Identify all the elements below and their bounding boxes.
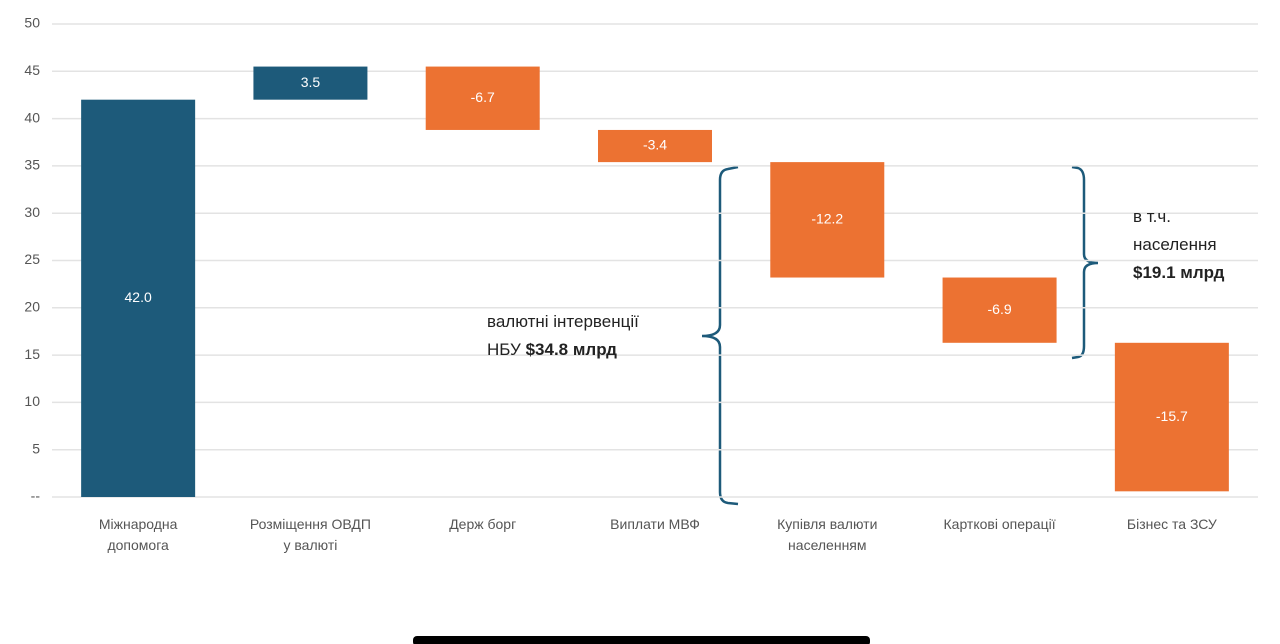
annotation-highlight: $34.8 млрд xyxy=(525,340,617,359)
y-tick-label: 15 xyxy=(24,346,40,362)
annotation-text: населення xyxy=(1133,235,1217,254)
bar xyxy=(81,99,196,498)
bar xyxy=(598,129,712,163)
annotation-highlight: $19.1 млрд xyxy=(1133,263,1225,282)
bar xyxy=(1114,342,1229,492)
bar xyxy=(942,277,1057,343)
y-tick-label: 35 xyxy=(24,157,40,173)
value-label: -12.2 xyxy=(811,211,843,227)
annotation-text: в т.ч. xyxy=(1133,207,1171,226)
value-label: -15.7 xyxy=(1156,408,1188,424)
bracket xyxy=(1071,165,1099,360)
value-label: -3.4 xyxy=(643,137,667,153)
annotation: валютні інтервенції НБУ $34.8 млрд xyxy=(487,308,639,364)
x-tick-label: Виплати МВФ xyxy=(610,516,700,532)
bar xyxy=(253,66,368,100)
y-tick-label: 45 xyxy=(24,62,40,78)
y-tick-label: 50 xyxy=(24,15,40,31)
bar xyxy=(770,162,885,278)
x-tick-label: Купівля валюти населенням xyxy=(777,516,878,553)
y-tick-label: 10 xyxy=(24,393,40,409)
y-tick-label: 5 xyxy=(32,440,40,456)
annotation: в т.ч. населення $19.1 млрд xyxy=(1133,203,1224,287)
annotation-text: валютні інтервенції xyxy=(487,312,639,331)
y-tick-label: 40 xyxy=(24,109,40,125)
y-tick-label: 20 xyxy=(24,299,40,315)
value-label: 42.0 xyxy=(125,289,152,305)
annotation-text: НБУ xyxy=(487,340,521,359)
y-tick-label: 25 xyxy=(24,251,40,267)
y-tick-label: 30 xyxy=(24,204,40,220)
x-tick-label: Карткові операції xyxy=(943,516,1056,532)
value-label: -6.7 xyxy=(471,89,495,105)
bar xyxy=(425,66,540,130)
caption-bar xyxy=(413,636,870,644)
bracket xyxy=(701,165,739,506)
x-tick-label: Бізнес та ЗСУ xyxy=(1126,516,1217,532)
value-label: 3.5 xyxy=(301,74,321,90)
x-tick-label: Міжнародна допомога xyxy=(98,516,178,553)
x-tick-label: Держ борг xyxy=(449,516,517,532)
x-tick-label: Розміщення ОВДП у валюті xyxy=(249,516,371,553)
value-label: -6.9 xyxy=(988,301,1012,317)
y-tick-label: -- xyxy=(31,488,41,504)
